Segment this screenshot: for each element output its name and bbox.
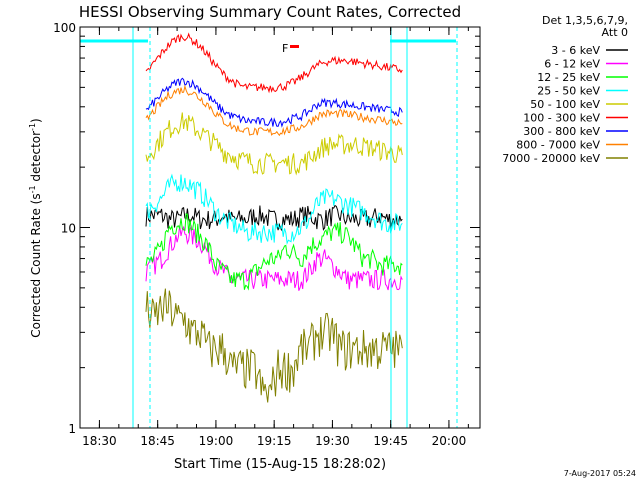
y-tick-label: 10 bbox=[61, 222, 76, 236]
legend-label: 800 - 7000 keV bbox=[516, 139, 600, 152]
x-tick-label: 19:45 bbox=[373, 434, 408, 448]
series-50-100keV bbox=[145, 112, 403, 176]
y-tick-label: 1 bbox=[68, 422, 76, 436]
y-axis-label-exponent: -1 bbox=[28, 185, 37, 193]
y-tick-label: 100 bbox=[53, 21, 76, 35]
plot-area: 18:30 18:45 19:00 19:15 19:30 19:45 20:00 1101… bbox=[53, 21, 481, 448]
series-line bbox=[145, 288, 403, 403]
series-100-300keV bbox=[145, 32, 403, 94]
x-axis-ticks: 18:30 18:45 19:00 19:15 19:30 19:45 20:00 bbox=[82, 27, 469, 448]
legend-label: 100 - 300 keV bbox=[523, 112, 600, 125]
x-tick-label: 19:30 bbox=[315, 434, 350, 448]
y-axis-label-part: detector bbox=[29, 131, 43, 186]
series-800-7000keV bbox=[145, 84, 403, 137]
legend-label: 3 - 6 keV bbox=[551, 44, 600, 57]
series-12-25keV bbox=[145, 212, 403, 291]
series-line bbox=[145, 204, 403, 232]
flag-label: F bbox=[282, 42, 288, 55]
x-tick-label: 19:00 bbox=[199, 434, 234, 448]
y-axis-label-part: ) bbox=[29, 118, 43, 123]
series-3-6keV bbox=[145, 204, 403, 232]
legend-label: 7000 - 20000 keV bbox=[502, 152, 600, 165]
legend-header-line: Det 1,3,5,6,7,9, bbox=[542, 14, 628, 27]
series-line bbox=[145, 212, 403, 291]
legend-label: 300 - 800 keV bbox=[523, 125, 600, 138]
series-line bbox=[145, 77, 403, 128]
legend-label: 50 - 100 keV bbox=[530, 98, 600, 111]
series-7000-20000keV bbox=[145, 288, 403, 403]
series-line bbox=[145, 173, 403, 245]
chart-title: HESSI Observing Summary Count Rates, Cor… bbox=[79, 3, 461, 21]
y-axis-ticks: 1 10 100 bbox=[53, 21, 480, 436]
y-axis-label-exponent: -1 bbox=[28, 123, 37, 131]
series-6-12keV bbox=[145, 224, 403, 291]
series-layer bbox=[145, 32, 403, 403]
legend-label: 12 - 25 keV bbox=[537, 71, 600, 84]
flag-bar bbox=[290, 45, 299, 48]
y-axis-label-part: Corrected Count Rate (s bbox=[29, 193, 43, 337]
legend-header: Det 1,3,5,6,7,9,Att 0 bbox=[542, 14, 628, 39]
series-25-50keV bbox=[145, 173, 403, 245]
x-tick-label: 18:30 bbox=[82, 434, 117, 448]
x-tick-label: 19:15 bbox=[257, 434, 292, 448]
x-tick-label: 18:45 bbox=[140, 434, 175, 448]
x-tick-label: 20:00 bbox=[432, 434, 467, 448]
legend-label: 25 - 50 keV bbox=[537, 85, 600, 98]
y-axis-label: Corrected Count Rate (s-1 detector-1) bbox=[28, 118, 43, 337]
x-axis-label: Start Time (15-Aug-15 18:28:02) bbox=[174, 457, 386, 472]
series-300-800keV bbox=[145, 77, 403, 128]
footer-date: 7-Aug-2017 05:24 bbox=[564, 469, 636, 478]
series-line bbox=[145, 224, 403, 291]
series-line bbox=[145, 84, 403, 137]
legend-header-line: Att 0 bbox=[602, 26, 628, 39]
legend-label: 6 - 12 keV bbox=[544, 58, 600, 71]
series-line bbox=[145, 32, 403, 94]
series-line bbox=[145, 112, 403, 176]
markers-layer bbox=[80, 27, 458, 428]
